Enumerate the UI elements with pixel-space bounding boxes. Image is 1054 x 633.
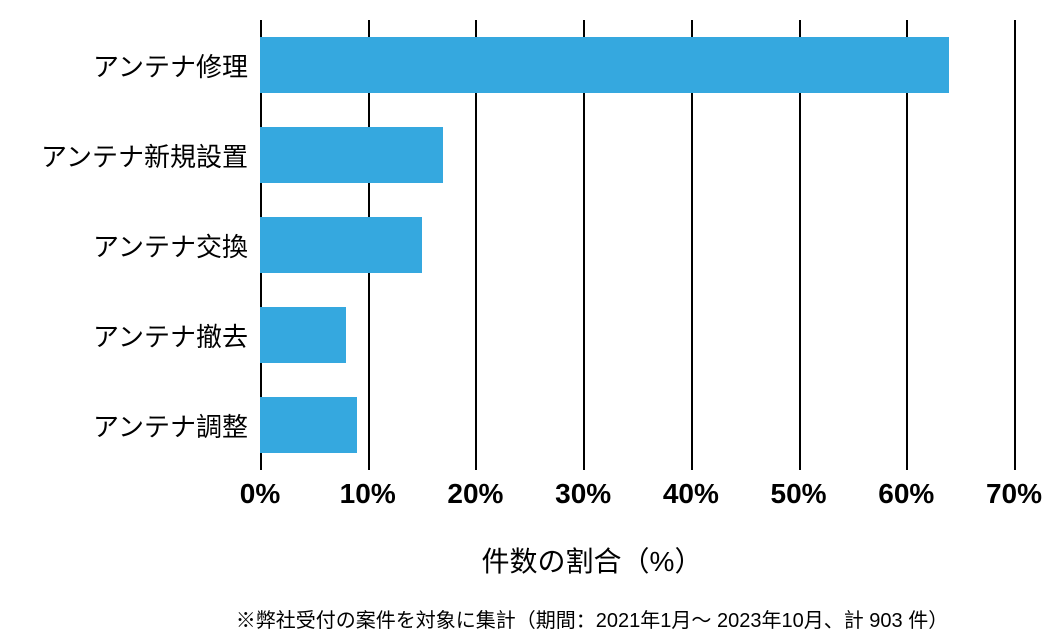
- category-label: アンテナ調整: [0, 380, 260, 470]
- bar: [260, 127, 443, 183]
- plot-area: [260, 20, 1014, 470]
- bar: [260, 397, 357, 453]
- x-tick-label: 20%: [447, 478, 503, 510]
- chart-container: アンテナ修理 アンテナ新規設置 アンテナ交換 アンテナ撤去 アンテナ調整 0% 1…: [0, 20, 1054, 633]
- x-tick-label: 0%: [240, 478, 280, 510]
- bars: [260, 20, 1014, 470]
- bar: [260, 217, 422, 273]
- x-tick-label: 70%: [986, 478, 1042, 510]
- y-axis-labels: アンテナ修理 アンテナ新規設置 アンテナ交換 アンテナ撤去 アンテナ調整: [0, 20, 260, 470]
- category-label: アンテナ交換: [0, 200, 260, 290]
- x-axis-title: 件数の割合（%）: [130, 540, 1054, 580]
- bar-row: [260, 20, 1014, 110]
- bar-row: [260, 200, 1014, 290]
- bar: [260, 37, 949, 93]
- bar: [260, 307, 346, 363]
- category-label: アンテナ新規設置: [0, 110, 260, 200]
- x-axis: 0%10%20%30%40%50%60%70%: [260, 470, 1014, 520]
- bar-row: [260, 110, 1014, 200]
- x-tick-label: 50%: [771, 478, 827, 510]
- x-tick-label: 30%: [555, 478, 611, 510]
- x-tick-label: 60%: [878, 478, 934, 510]
- category-label: アンテナ修理: [0, 20, 260, 110]
- gridline: [1014, 20, 1016, 470]
- chart-area: アンテナ修理 アンテナ新規設置 アンテナ交換 アンテナ撤去 アンテナ調整: [0, 20, 1054, 470]
- bar-row: [260, 290, 1014, 380]
- category-label: アンテナ撤去: [0, 290, 260, 380]
- x-tick-label: 40%: [663, 478, 719, 510]
- bar-row: [260, 380, 1014, 470]
- x-tick-label: 10%: [340, 478, 396, 510]
